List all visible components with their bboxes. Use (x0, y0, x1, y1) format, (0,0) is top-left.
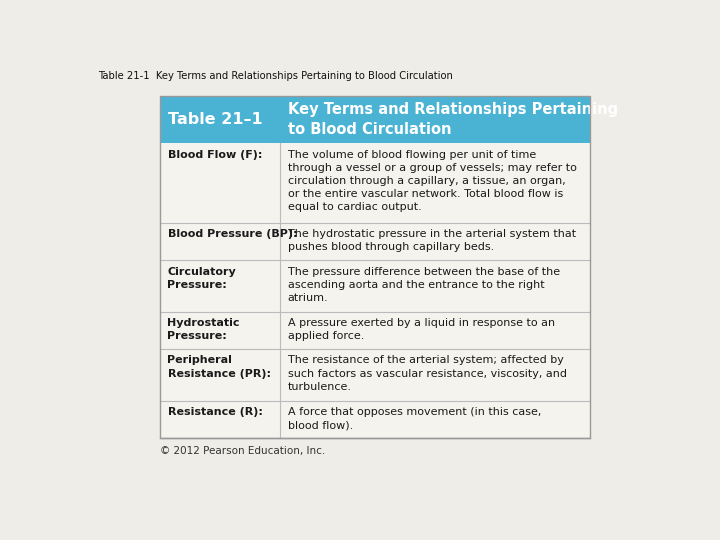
Bar (160, 96, 590, 438)
Text: The volume of blood flowing per unit of time
through a vessel or a group of vess: The volume of blood flowing per unit of … (287, 150, 577, 212)
Text: A force that opposes movement (in this case,
blood flow).: A force that opposes movement (in this c… (287, 407, 541, 430)
Bar (160, 143, 590, 438)
Text: Blood Flow (F):: Blood Flow (F): (168, 150, 262, 159)
Text: Blood Pressure (BP):: Blood Pressure (BP): (168, 229, 297, 239)
Text: The hydrostatic pressure in the arterial system that
pushes blood through capill: The hydrostatic pressure in the arterial… (287, 229, 576, 252)
Text: Resistance (R):: Resistance (R): (168, 407, 262, 417)
Text: Hydrostatic
Pressure:: Hydrostatic Pressure: (168, 318, 240, 341)
Text: Peripheral
Resistance (PR):: Peripheral Resistance (PR): (168, 355, 271, 379)
Text: Table 21–1: Table 21–1 (168, 112, 262, 127)
Text: The resistance of the arterial system; affected by
such factors as vascular resi: The resistance of the arterial system; a… (287, 355, 567, 392)
Text: Table 21-1  Key Terms and Relationships Pertaining to Blood Circulation: Table 21-1 Key Terms and Relationships P… (98, 71, 453, 81)
Text: Circulatory
Pressure:: Circulatory Pressure: (168, 267, 236, 290)
Text: Key Terms and Relationships Pertaining
to Blood Circulation: Key Terms and Relationships Pertaining t… (287, 102, 618, 137)
Text: The pressure difference between the base of the
ascending aorta and the entrance: The pressure difference between the base… (287, 267, 559, 303)
Bar (160, 96, 590, 143)
Text: A pressure exerted by a liquid in response to an
applied force.: A pressure exerted by a liquid in respon… (287, 318, 554, 341)
Text: © 2012 Pearson Education, Inc.: © 2012 Pearson Education, Inc. (160, 446, 325, 456)
